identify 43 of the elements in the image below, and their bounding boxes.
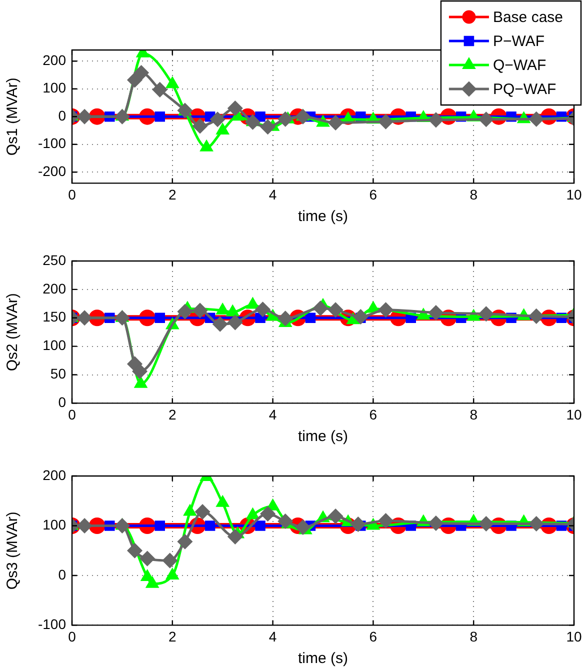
x-axis-title: time (s)	[298, 208, 348, 226]
x-tick-label: 6	[369, 406, 378, 422]
x-tick-label: 4	[268, 406, 277, 422]
y-tick-label: 100	[42, 337, 66, 354]
x-tick-label: 10	[566, 406, 582, 422]
y-tick-label: 100	[42, 516, 66, 533]
y-axis-title: Qs1 (MVAr)	[4, 78, 22, 156]
legend-label: Base case	[492, 9, 564, 26]
x-tick-label: 0	[68, 406, 76, 422]
x-tick-label: 2	[168, 406, 176, 422]
y-tick-label: -100	[38, 616, 66, 632]
legend-label: Q−WAF	[492, 57, 546, 74]
y-tick-label: 0	[58, 394, 66, 410]
x-tick-label: 0	[68, 628, 76, 644]
x-axis-title: time (s)	[298, 428, 348, 446]
x-tick-label: 2	[168, 186, 176, 202]
y-axis-title: Qs2 (MVAr)	[4, 293, 22, 372]
y-axis-title: Qs3 (MVAr)	[4, 512, 22, 590]
x-tick-label: 6	[369, 186, 378, 202]
y-tick-label: 50	[50, 366, 66, 382]
x-tick-label: 4	[268, 628, 277, 644]
y-tick-label: 0	[58, 107, 66, 124]
x-tick-label: 4	[268, 186, 277, 202]
y-tick-label: 200	[42, 466, 66, 483]
y-tick-label: 100	[42, 80, 66, 96]
y-tick-label: -100	[38, 135, 66, 152]
x-tick-label: 2	[168, 628, 176, 644]
x-tick-label: 8	[470, 628, 478, 644]
x-tick-label: 10	[566, 186, 582, 202]
y-tick-label: 200	[42, 280, 66, 296]
x-tick-label: 6	[369, 628, 378, 644]
y-tick-label: 250	[42, 252, 66, 268]
x-tick-label: 10	[566, 628, 582, 644]
y-tick-label: -200	[38, 162, 66, 179]
x-axis-title: time (s)	[298, 650, 348, 668]
legend-label: PQ−WAF	[492, 81, 556, 98]
x-tick-label: 0	[68, 186, 76, 202]
legend-label: P−WAF	[492, 33, 545, 50]
x-tick-label: 8	[470, 186, 478, 202]
y-tick-label: 150	[42, 308, 66, 325]
y-tick-label: 200	[42, 52, 66, 68]
y-tick-label: 0	[58, 566, 66, 582]
x-tick-label: 8	[470, 406, 478, 422]
